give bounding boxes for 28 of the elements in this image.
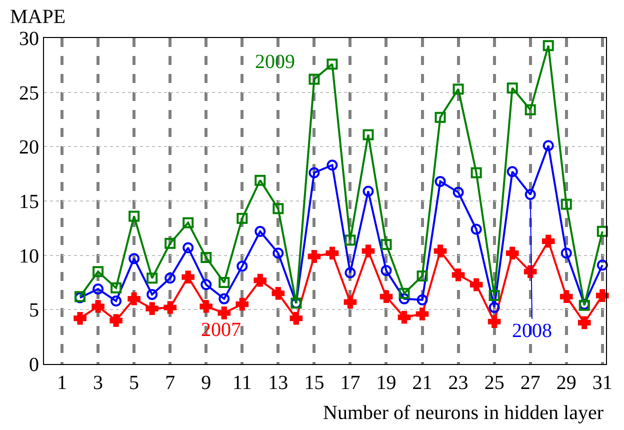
x-tick-label: 17 [340, 372, 360, 394]
y-axis-title: MAPE [10, 6, 66, 28]
x-tick-label: 27 [520, 372, 540, 394]
x-tick-label: 21 [412, 372, 432, 394]
x-tick-label: 9 [201, 372, 212, 394]
x-tick-label: 7 [165, 372, 176, 394]
x-tick-label: 29 [556, 372, 576, 394]
y-tick-label: 10 [19, 245, 39, 268]
series-label: 2009 [255, 51, 295, 73]
y-tick-label: 20 [19, 136, 39, 159]
x-tick-label: 3 [93, 372, 104, 394]
series-label: 2007 [201, 319, 241, 341]
series-label: 2008 [512, 320, 552, 342]
x-tick-label: 11 [232, 372, 252, 394]
y-tick-label: 25 [19, 82, 39, 104]
y-tick-label: 5 [29, 300, 39, 322]
y-tick-label: 30 [19, 28, 39, 50]
x-tick-label: 1 [57, 372, 68, 394]
y-tick-label: 15 [19, 191, 39, 213]
x-tick-label: 15 [304, 372, 324, 394]
x-tick-label: 31 [592, 372, 612, 394]
x-tick-label: 19 [376, 372, 396, 394]
x-tick-label: 5 [129, 372, 140, 394]
y-tick-label: 0 [29, 354, 39, 376]
x-tick-label: 23 [448, 372, 468, 394]
x-tick-label: 13 [268, 372, 288, 394]
x-axis-title: Number of neurons in hidden layer [323, 402, 604, 424]
x-tick-label: 25 [484, 372, 504, 394]
